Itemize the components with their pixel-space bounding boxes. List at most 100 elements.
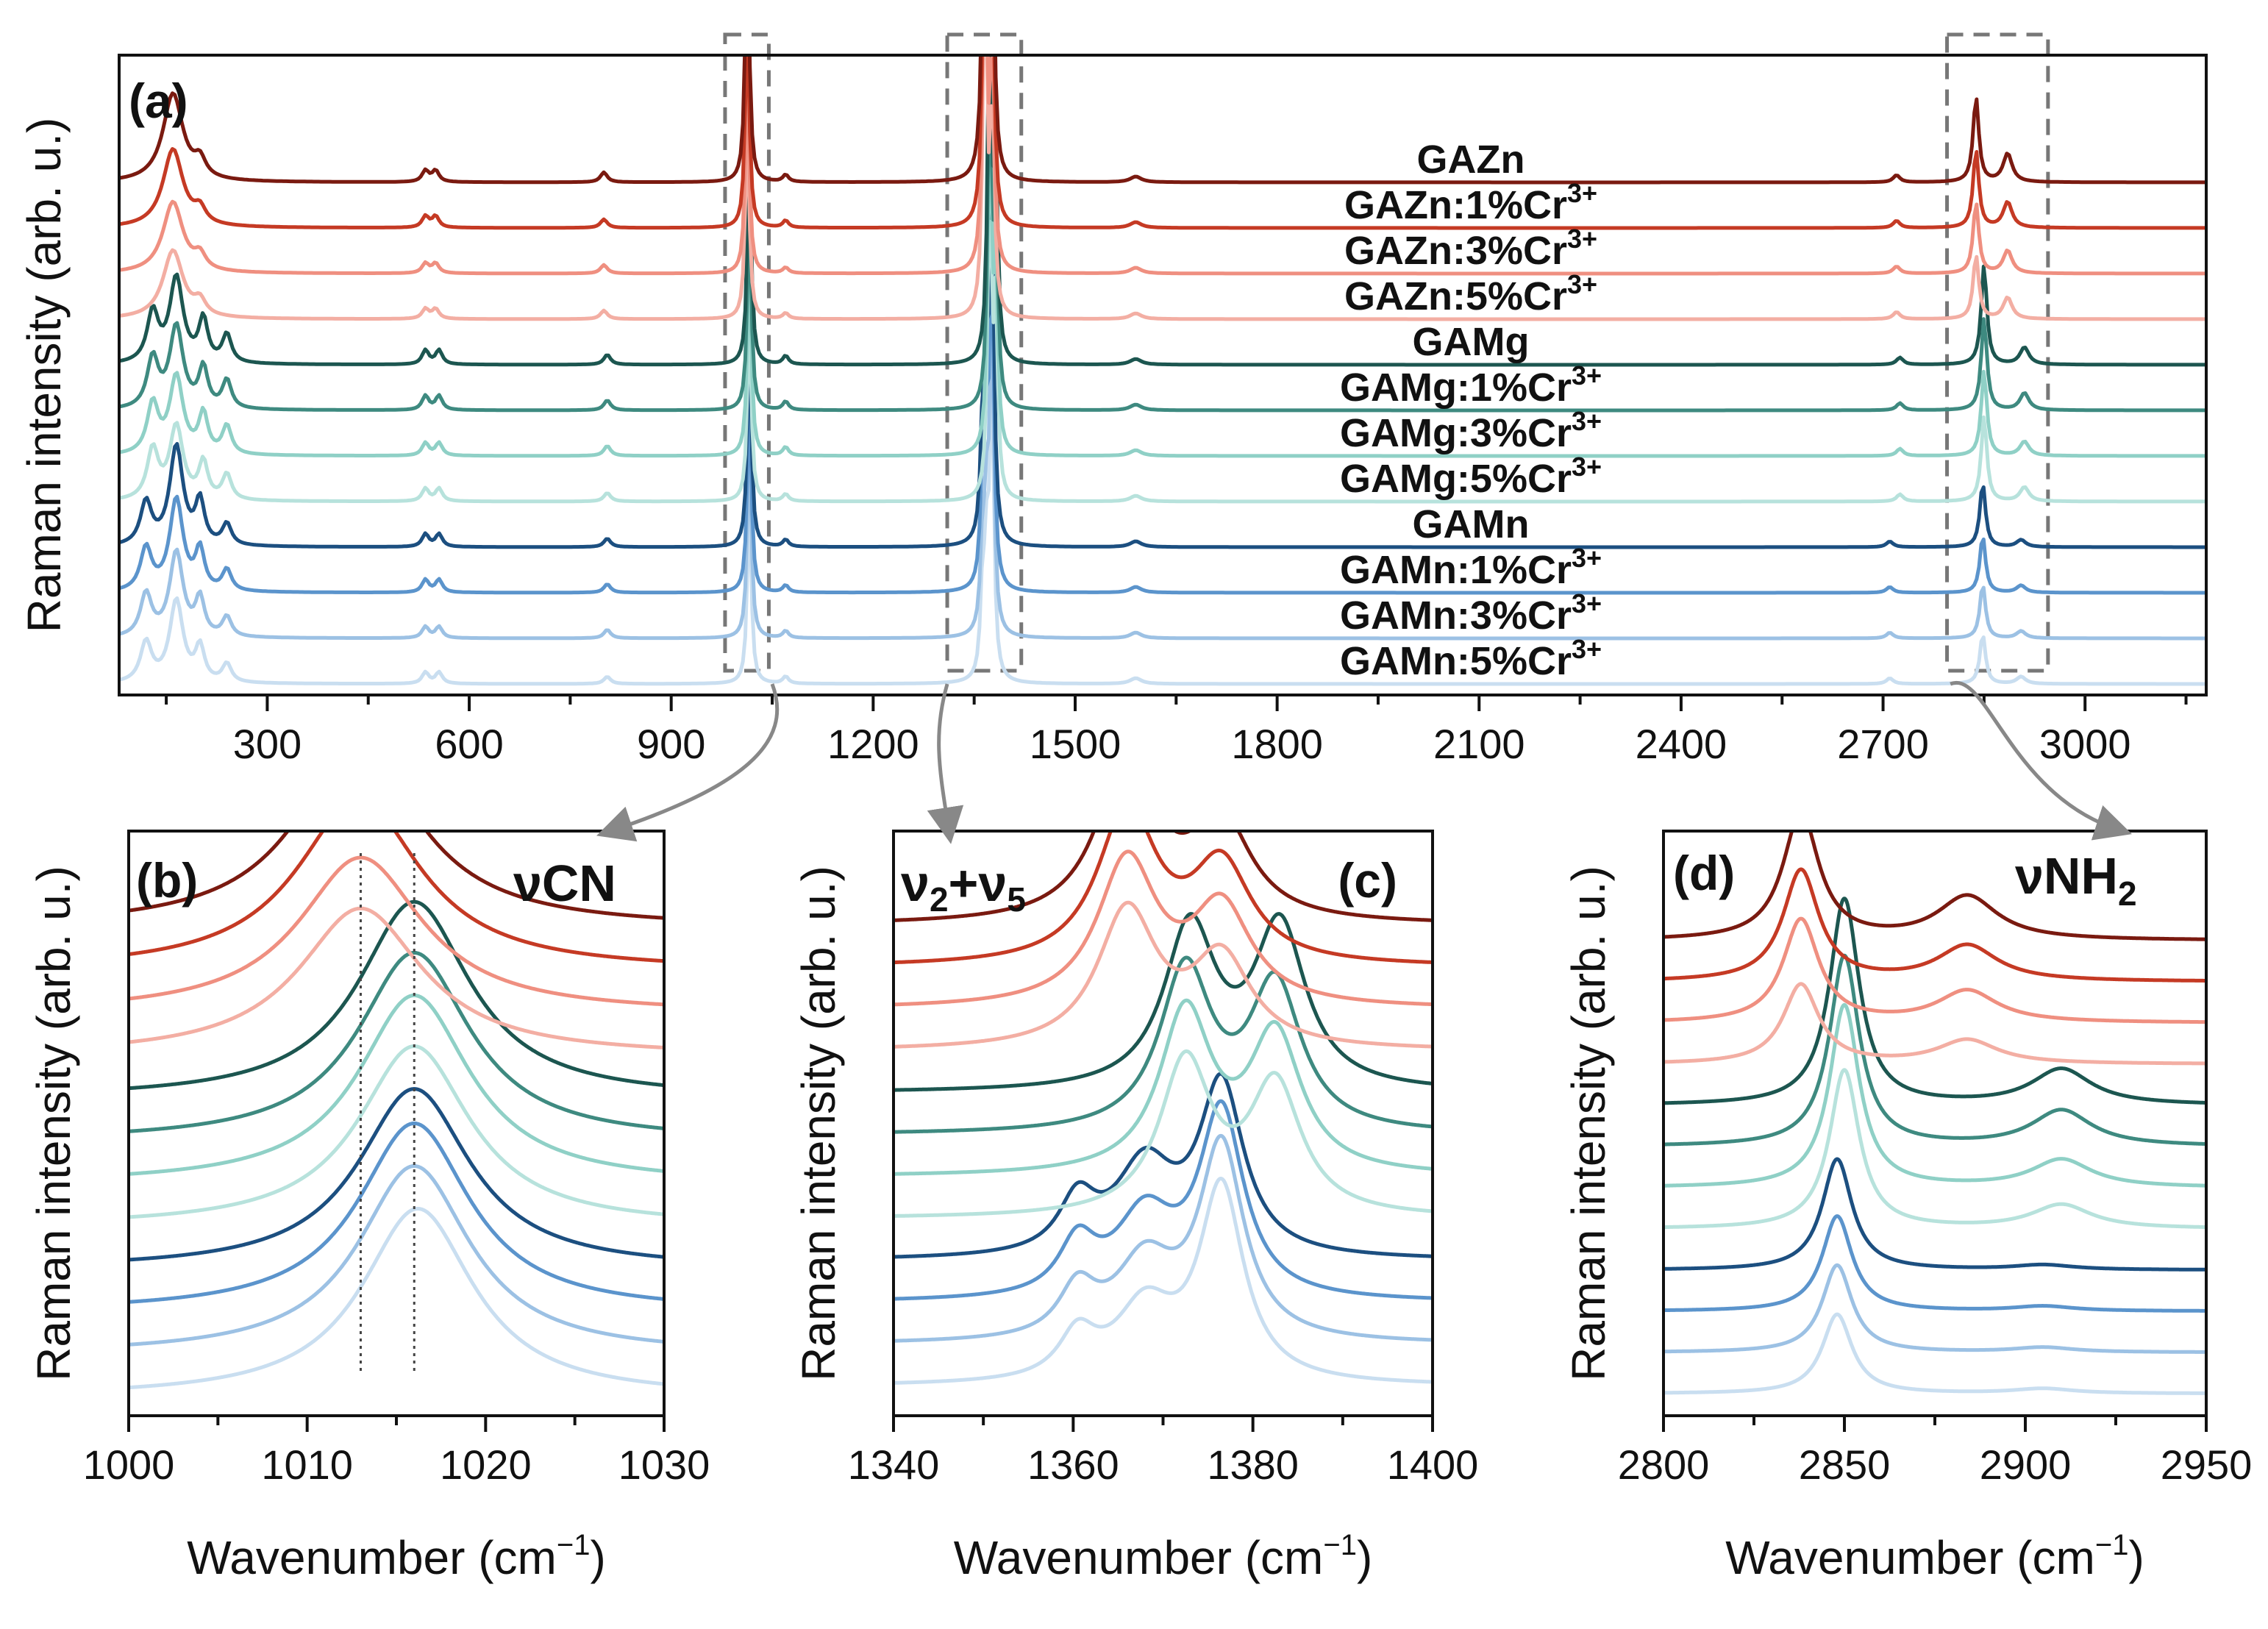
series-b-4 — [129, 906, 664, 1049]
legend-sup: 3+ — [1567, 269, 1597, 299]
series-d-6 — [1663, 953, 2206, 1147]
series-a-7 — [119, 161, 2206, 458]
mode-label-c-part: ν — [901, 855, 930, 912]
y-axis-title: Raman intensity (arb. u.) — [1562, 866, 1615, 1381]
plot-frame — [1662, 830, 2208, 1417]
panel-label-b: (b) — [136, 853, 198, 908]
legend-label-3: GAZn:3%Cr3+ — [1344, 224, 1597, 273]
mode-label-c-part: 2 — [930, 880, 949, 919]
legend-sup: 3+ — [1572, 452, 1602, 482]
x-tick-label: 1030 — [618, 1441, 710, 1488]
mode-label-d-sub: 2 — [2118, 874, 2137, 913]
legend-label-11: GAMn:3%Cr3+ — [1340, 588, 1602, 638]
x-tick-label: 1400 — [1387, 1441, 1479, 1488]
legend-sup: 3+ — [1572, 360, 1602, 391]
x-axis-title: Wavenumber (cm−1) — [954, 1529, 1373, 1584]
series-d-5 — [1663, 897, 2206, 1105]
x-tick-label: 1800 — [1231, 721, 1323, 767]
x-tick-label: 1010 — [261, 1441, 353, 1488]
legend-text: GAMg:1%Cr — [1340, 366, 1572, 410]
series-c-12 — [894, 1177, 1433, 1385]
x-axis-title-end: ) — [590, 1531, 605, 1584]
connector-arrows — [596, 680, 2133, 844]
series-d-9 — [1663, 1157, 2206, 1272]
plot-frame — [892, 830, 1434, 1417]
zoom-box-3 — [1945, 32, 2050, 673]
x-axis-title-sup: −1 — [2095, 1529, 2129, 1561]
series-b-9 — [129, 1087, 664, 1262]
panel-label-d: (d) — [1673, 846, 1735, 900]
series-a-2 — [119, 55, 2206, 230]
zoom-box-1 — [723, 32, 771, 673]
legend-label-2: GAZn:1%Cr3+ — [1344, 178, 1597, 227]
series-c-7 — [894, 998, 1433, 1176]
x-tick-label: 1200 — [827, 721, 919, 767]
series-a-4 — [119, 55, 2206, 321]
series-a-3 — [119, 55, 2206, 276]
mode-label-d-main: νNH — [2015, 847, 2118, 905]
legend-sup: 3+ — [1567, 178, 1597, 208]
x-tick-label: 2950 — [2161, 1441, 2253, 1488]
x-tick-label: 1500 — [1030, 721, 1121, 767]
legend-text: GAZn:3%Cr — [1344, 229, 1567, 273]
curves — [119, 55, 2206, 686]
x-tick-label: 600 — [435, 721, 503, 767]
series-d-8 — [1663, 1068, 2206, 1230]
x-tick-label: 1380 — [1207, 1441, 1299, 1488]
series-a-9 — [119, 157, 2206, 549]
mode-label-d: νNH2 — [2015, 847, 2137, 913]
series-d-11 — [1663, 1263, 2206, 1354]
x-axis-title-main: Wavenumber (cm — [1725, 1531, 2095, 1584]
series-c-6 — [894, 955, 1433, 1134]
series-c-3 — [894, 849, 1433, 1007]
zoom-box-2 — [945, 32, 1024, 673]
mode-label-c-part: +ν — [949, 855, 1008, 912]
legend-text: GAZn — [1417, 138, 1525, 182]
panel-label-c: (c) — [1338, 853, 1397, 908]
mode-label-c: ν2+ν5 — [901, 855, 1026, 919]
connector-arrow-1 — [596, 683, 780, 842]
series-d-1 — [1663, 831, 2206, 941]
series-b-2 — [129, 831, 664, 963]
x-tick-label: 1020 — [440, 1441, 532, 1488]
x-axis-title-sup: −1 — [1323, 1529, 1357, 1561]
y-axis-title: Raman intensity (arb. u.) — [27, 866, 80, 1381]
panel-d: 2800 2850 2900 2950 Raman intensity (arb. u.… — [1562, 830, 2253, 1584]
series-b-6 — [129, 951, 664, 1133]
series-b-3 — [129, 855, 664, 1007]
y-axis-title: Raman intensity (arb. u.) — [18, 118, 71, 633]
series-a-6 — [119, 114, 2206, 413]
x-tick-label: 3000 — [2039, 721, 2131, 767]
mode-label-b: νCN — [513, 855, 616, 912]
legend-text: GAMg:3%Cr — [1340, 411, 1572, 455]
legend-sup: 3+ — [1572, 406, 1602, 436]
series-b-1 — [129, 831, 664, 920]
legend-label-9: GAMn — [1413, 502, 1530, 546]
x-tick-label: 300 — [233, 721, 302, 767]
legend-text: GAMn:1%Cr — [1340, 548, 1572, 592]
series-a-11 — [119, 296, 2206, 641]
series-d-3 — [1663, 916, 2206, 1024]
legend-text: GAZn:5%Cr — [1344, 274, 1567, 318]
x-tick-label: 900 — [637, 721, 705, 767]
legend-label-12: GAMn:5%Cr3+ — [1340, 634, 1602, 683]
x-axis-title: Wavenumber (cm−1) — [187, 1529, 606, 1584]
series-a-5 — [119, 55, 2206, 367]
series-a-8 — [119, 219, 2206, 504]
curves — [894, 831, 1433, 1385]
x-tick-label: 2700 — [1837, 721, 1929, 767]
legend-text: GAMg:5%Cr — [1340, 457, 1572, 501]
legend-label-7: GAMg:3%Cr3+ — [1340, 406, 1602, 455]
legend-sup: 3+ — [1567, 224, 1597, 254]
series-b-11 — [129, 1164, 664, 1347]
curves — [129, 831, 664, 1390]
series-b-5 — [129, 899, 664, 1091]
mode-label-c-part: 5 — [1007, 880, 1026, 919]
x-axis-title-end: ) — [2128, 1531, 2144, 1584]
legend-text: GAMn — [1413, 502, 1530, 546]
plot-frame — [118, 54, 2208, 696]
x-tick-label: 2800 — [1618, 1441, 1710, 1488]
legend-text: GAMg — [1413, 320, 1530, 364]
series-b-8 — [129, 1044, 664, 1219]
